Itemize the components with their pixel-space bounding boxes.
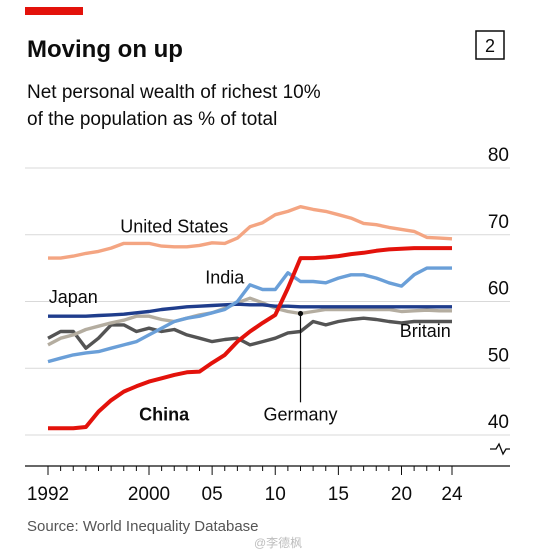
x-tick-label-2005: 05 bbox=[202, 484, 223, 505]
series-label-united-states: United States bbox=[120, 217, 228, 237]
chart-number: 2 bbox=[485, 36, 495, 56]
y-tick-label-50: 50 bbox=[488, 345, 509, 366]
series-label-china: China bbox=[139, 404, 190, 424]
x-tick-label-2000: 2000 bbox=[128, 484, 170, 505]
series-lines bbox=[47, 204, 453, 431]
chart-number-box bbox=[475, 30, 505, 60]
x-axis: 1992 2000 05 10 15 20 24 bbox=[25, 465, 510, 505]
series-line-germany bbox=[47, 296, 452, 347]
series-label-britain: Britain bbox=[400, 321, 451, 341]
subtitle-line-2: of the population as % of total bbox=[27, 109, 277, 130]
x-tick-label-2015: 15 bbox=[328, 484, 349, 505]
series-line-india bbox=[47, 266, 452, 364]
gridlines bbox=[25, 167, 510, 436]
top-accent-bar bbox=[25, 7, 83, 15]
series-labels: United States India Japan Britain China Germa… bbox=[49, 217, 451, 425]
x-tick-label-1992: 1992 bbox=[27, 484, 69, 505]
y-tick-label-80: 80 bbox=[488, 145, 509, 166]
x-tick-label-2020: 20 bbox=[391, 484, 412, 505]
y-tick-label-70: 70 bbox=[488, 212, 509, 233]
y-tick-label-40: 40 bbox=[488, 412, 509, 433]
series-line-united-states bbox=[48, 204, 453, 260]
series-line-japan bbox=[48, 302, 452, 318]
series-line-china bbox=[48, 246, 452, 431]
pointer-dot-germany bbox=[297, 310, 304, 317]
y-axis-break-mark bbox=[490, 442, 510, 456]
x-tick-label-2024: 24 bbox=[441, 484, 463, 505]
series-label-india: India bbox=[205, 267, 245, 287]
subtitle-line-1: Net personal wealth of richest 10% bbox=[27, 82, 321, 103]
y-tick-label-60: 60 bbox=[488, 279, 509, 300]
x-tick-label-2010: 10 bbox=[265, 484, 286, 505]
series-label-germany: Germany bbox=[263, 404, 337, 424]
series-line-britain bbox=[47, 316, 452, 350]
chart-title: Moving on up bbox=[27, 36, 183, 63]
series-label-japan: Japan bbox=[49, 287, 98, 307]
source-note: Source: World Inequality Database bbox=[27, 518, 259, 535]
annotations bbox=[297, 310, 304, 403]
y-axis-tick-labels: 40 50 60 70 80 bbox=[488, 145, 510, 456]
watermark: @李德枫 bbox=[254, 535, 302, 550]
